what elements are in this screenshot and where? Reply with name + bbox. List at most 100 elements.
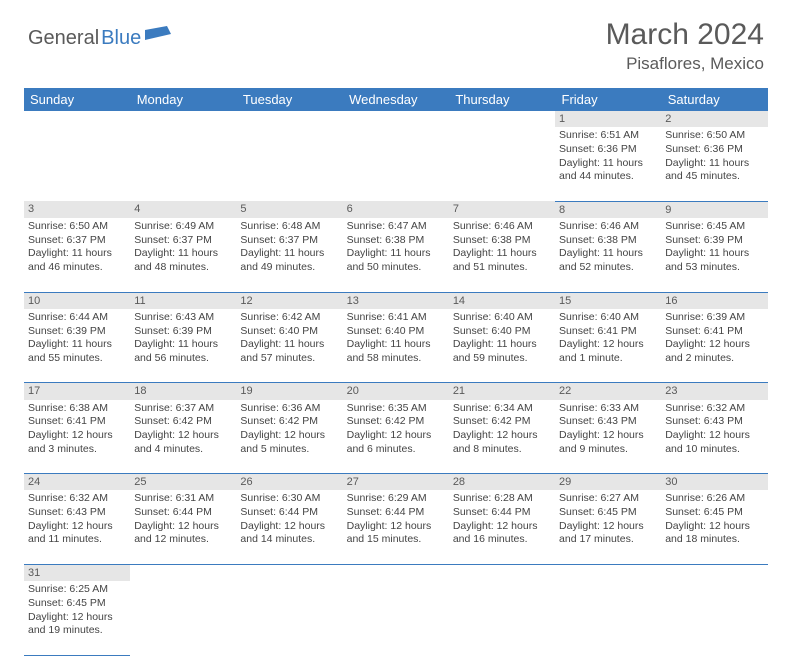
weekday-header: Wednesday (343, 88, 449, 111)
day-number-cell: 31 (24, 564, 130, 581)
day-content-cell: Sunrise: 6:49 AMSunset: 6:37 PMDaylight:… (130, 218, 236, 292)
sunrise-line: Sunrise: 6:29 AM (347, 492, 445, 506)
sunset-line: Sunset: 6:42 PM (240, 415, 338, 429)
sunrise-line: Sunrise: 6:39 AM (665, 311, 763, 325)
daylight-line: Daylight: 11 hours and 49 minutes. (240, 247, 338, 274)
sunrise-line: Sunrise: 6:40 AM (559, 311, 657, 325)
day-number-cell: 19 (236, 383, 342, 400)
day-number-cell: 26 (236, 474, 342, 491)
sunrise-line: Sunrise: 6:43 AM (134, 311, 232, 325)
day-content-cell: Sunrise: 6:32 AMSunset: 6:43 PMDaylight:… (24, 490, 130, 564)
day-number-cell: 21 (449, 383, 555, 400)
calendar-table: Sunday Monday Tuesday Wednesday Thursday… (24, 88, 768, 656)
day-number-cell (449, 564, 555, 581)
daylight-line: Daylight: 11 hours and 59 minutes. (453, 338, 551, 365)
day-content-cell (130, 581, 236, 655)
day-content-cell: Sunrise: 6:41 AMSunset: 6:40 PMDaylight:… (343, 309, 449, 383)
sunset-line: Sunset: 6:44 PM (240, 506, 338, 520)
sunset-line: Sunset: 6:40 PM (347, 325, 445, 339)
day-number-row: 31 (24, 564, 768, 581)
day-content-cell: Sunrise: 6:29 AMSunset: 6:44 PMDaylight:… (343, 490, 449, 564)
sunrise-line: Sunrise: 6:25 AM (28, 583, 126, 597)
sunset-line: Sunset: 6:40 PM (453, 325, 551, 339)
sunset-line: Sunset: 6:38 PM (347, 234, 445, 248)
day-content-row: Sunrise: 6:38 AMSunset: 6:41 PMDaylight:… (24, 400, 768, 474)
day-number-row: 17181920212223 (24, 383, 768, 400)
daylight-line: Daylight: 11 hours and 44 minutes. (559, 157, 657, 184)
weekday-header: Tuesday (236, 88, 342, 111)
day-content-cell: Sunrise: 6:40 AMSunset: 6:41 PMDaylight:… (555, 309, 661, 383)
day-number-cell: 30 (661, 474, 767, 491)
day-number-cell: 11 (130, 292, 236, 309)
sunrise-line: Sunrise: 6:42 AM (240, 311, 338, 325)
day-number-cell: 3 (24, 201, 130, 218)
day-number-cell: 28 (449, 474, 555, 491)
day-number-cell: 23 (661, 383, 767, 400)
sunrise-line: Sunrise: 6:40 AM (453, 311, 551, 325)
day-number-cell: 1 (555, 111, 661, 127)
day-number-cell (661, 564, 767, 581)
sunset-line: Sunset: 6:44 PM (134, 506, 232, 520)
sunset-line: Sunset: 6:42 PM (347, 415, 445, 429)
day-content-cell (449, 127, 555, 201)
weekday-header-row: Sunday Monday Tuesday Wednesday Thursday… (24, 88, 768, 111)
day-content-cell (555, 581, 661, 655)
day-content-cell: Sunrise: 6:31 AMSunset: 6:44 PMDaylight:… (130, 490, 236, 564)
day-content-cell (130, 127, 236, 201)
day-content-cell: Sunrise: 6:36 AMSunset: 6:42 PMDaylight:… (236, 400, 342, 474)
sunset-line: Sunset: 6:43 PM (559, 415, 657, 429)
daylight-line: Daylight: 11 hours and 50 minutes. (347, 247, 445, 274)
day-number-cell (130, 111, 236, 127)
day-content-cell: Sunrise: 6:51 AMSunset: 6:36 PMDaylight:… (555, 127, 661, 201)
daylight-line: Daylight: 11 hours and 46 minutes. (28, 247, 126, 274)
day-content-cell (236, 127, 342, 201)
day-number-cell: 25 (130, 474, 236, 491)
daylight-line: Daylight: 12 hours and 15 minutes. (347, 520, 445, 547)
weekday-header: Thursday (449, 88, 555, 111)
day-content-row: Sunrise: 6:51 AMSunset: 6:36 PMDaylight:… (24, 127, 768, 201)
flag-icon (145, 26, 171, 44)
day-content-cell: Sunrise: 6:26 AMSunset: 6:45 PMDaylight:… (661, 490, 767, 564)
day-content-cell: Sunrise: 6:42 AMSunset: 6:40 PMDaylight:… (236, 309, 342, 383)
daylight-line: Daylight: 12 hours and 8 minutes. (453, 429, 551, 456)
sunset-line: Sunset: 6:40 PM (240, 325, 338, 339)
day-number-cell: 17 (24, 383, 130, 400)
day-content-cell: Sunrise: 6:37 AMSunset: 6:42 PMDaylight:… (130, 400, 236, 474)
sunrise-line: Sunrise: 6:35 AM (347, 402, 445, 416)
sunrise-line: Sunrise: 6:47 AM (347, 220, 445, 234)
day-content-row: Sunrise: 6:25 AMSunset: 6:45 PMDaylight:… (24, 581, 768, 655)
day-content-cell: Sunrise: 6:35 AMSunset: 6:42 PMDaylight:… (343, 400, 449, 474)
sunset-line: Sunset: 6:39 PM (28, 325, 126, 339)
sunset-line: Sunset: 6:42 PM (453, 415, 551, 429)
sunrise-line: Sunrise: 6:33 AM (559, 402, 657, 416)
sunrise-line: Sunrise: 6:50 AM (28, 220, 126, 234)
day-number-cell: 7 (449, 201, 555, 218)
sunset-line: Sunset: 6:42 PM (134, 415, 232, 429)
sunset-line: Sunset: 6:36 PM (665, 143, 763, 157)
sunset-line: Sunset: 6:37 PM (134, 234, 232, 248)
day-content-cell (236, 581, 342, 655)
daylight-line: Daylight: 12 hours and 9 minutes. (559, 429, 657, 456)
sunrise-line: Sunrise: 6:28 AM (453, 492, 551, 506)
weekday-header: Sunday (24, 88, 130, 111)
sunset-line: Sunset: 6:39 PM (665, 234, 763, 248)
sunset-line: Sunset: 6:38 PM (559, 234, 657, 248)
day-number-cell: 27 (343, 474, 449, 491)
sunrise-line: Sunrise: 6:50 AM (665, 129, 763, 143)
day-number-cell: 29 (555, 474, 661, 491)
sunrise-line: Sunrise: 6:32 AM (665, 402, 763, 416)
daylight-line: Daylight: 12 hours and 10 minutes. (665, 429, 763, 456)
daylight-line: Daylight: 11 hours and 58 minutes. (347, 338, 445, 365)
sunset-line: Sunset: 6:45 PM (559, 506, 657, 520)
logo-text-general: General (28, 27, 99, 50)
sunrise-line: Sunrise: 6:31 AM (134, 492, 232, 506)
day-content-cell: Sunrise: 6:45 AMSunset: 6:39 PMDaylight:… (661, 218, 767, 292)
daylight-line: Daylight: 11 hours and 55 minutes. (28, 338, 126, 365)
day-number-cell (236, 564, 342, 581)
daylight-line: Daylight: 11 hours and 53 minutes. (665, 247, 763, 274)
day-content-cell: Sunrise: 6:40 AMSunset: 6:40 PMDaylight:… (449, 309, 555, 383)
day-number-cell (555, 564, 661, 581)
sunrise-line: Sunrise: 6:46 AM (453, 220, 551, 234)
day-content-cell: Sunrise: 6:32 AMSunset: 6:43 PMDaylight:… (661, 400, 767, 474)
day-content-cell: Sunrise: 6:43 AMSunset: 6:39 PMDaylight:… (130, 309, 236, 383)
